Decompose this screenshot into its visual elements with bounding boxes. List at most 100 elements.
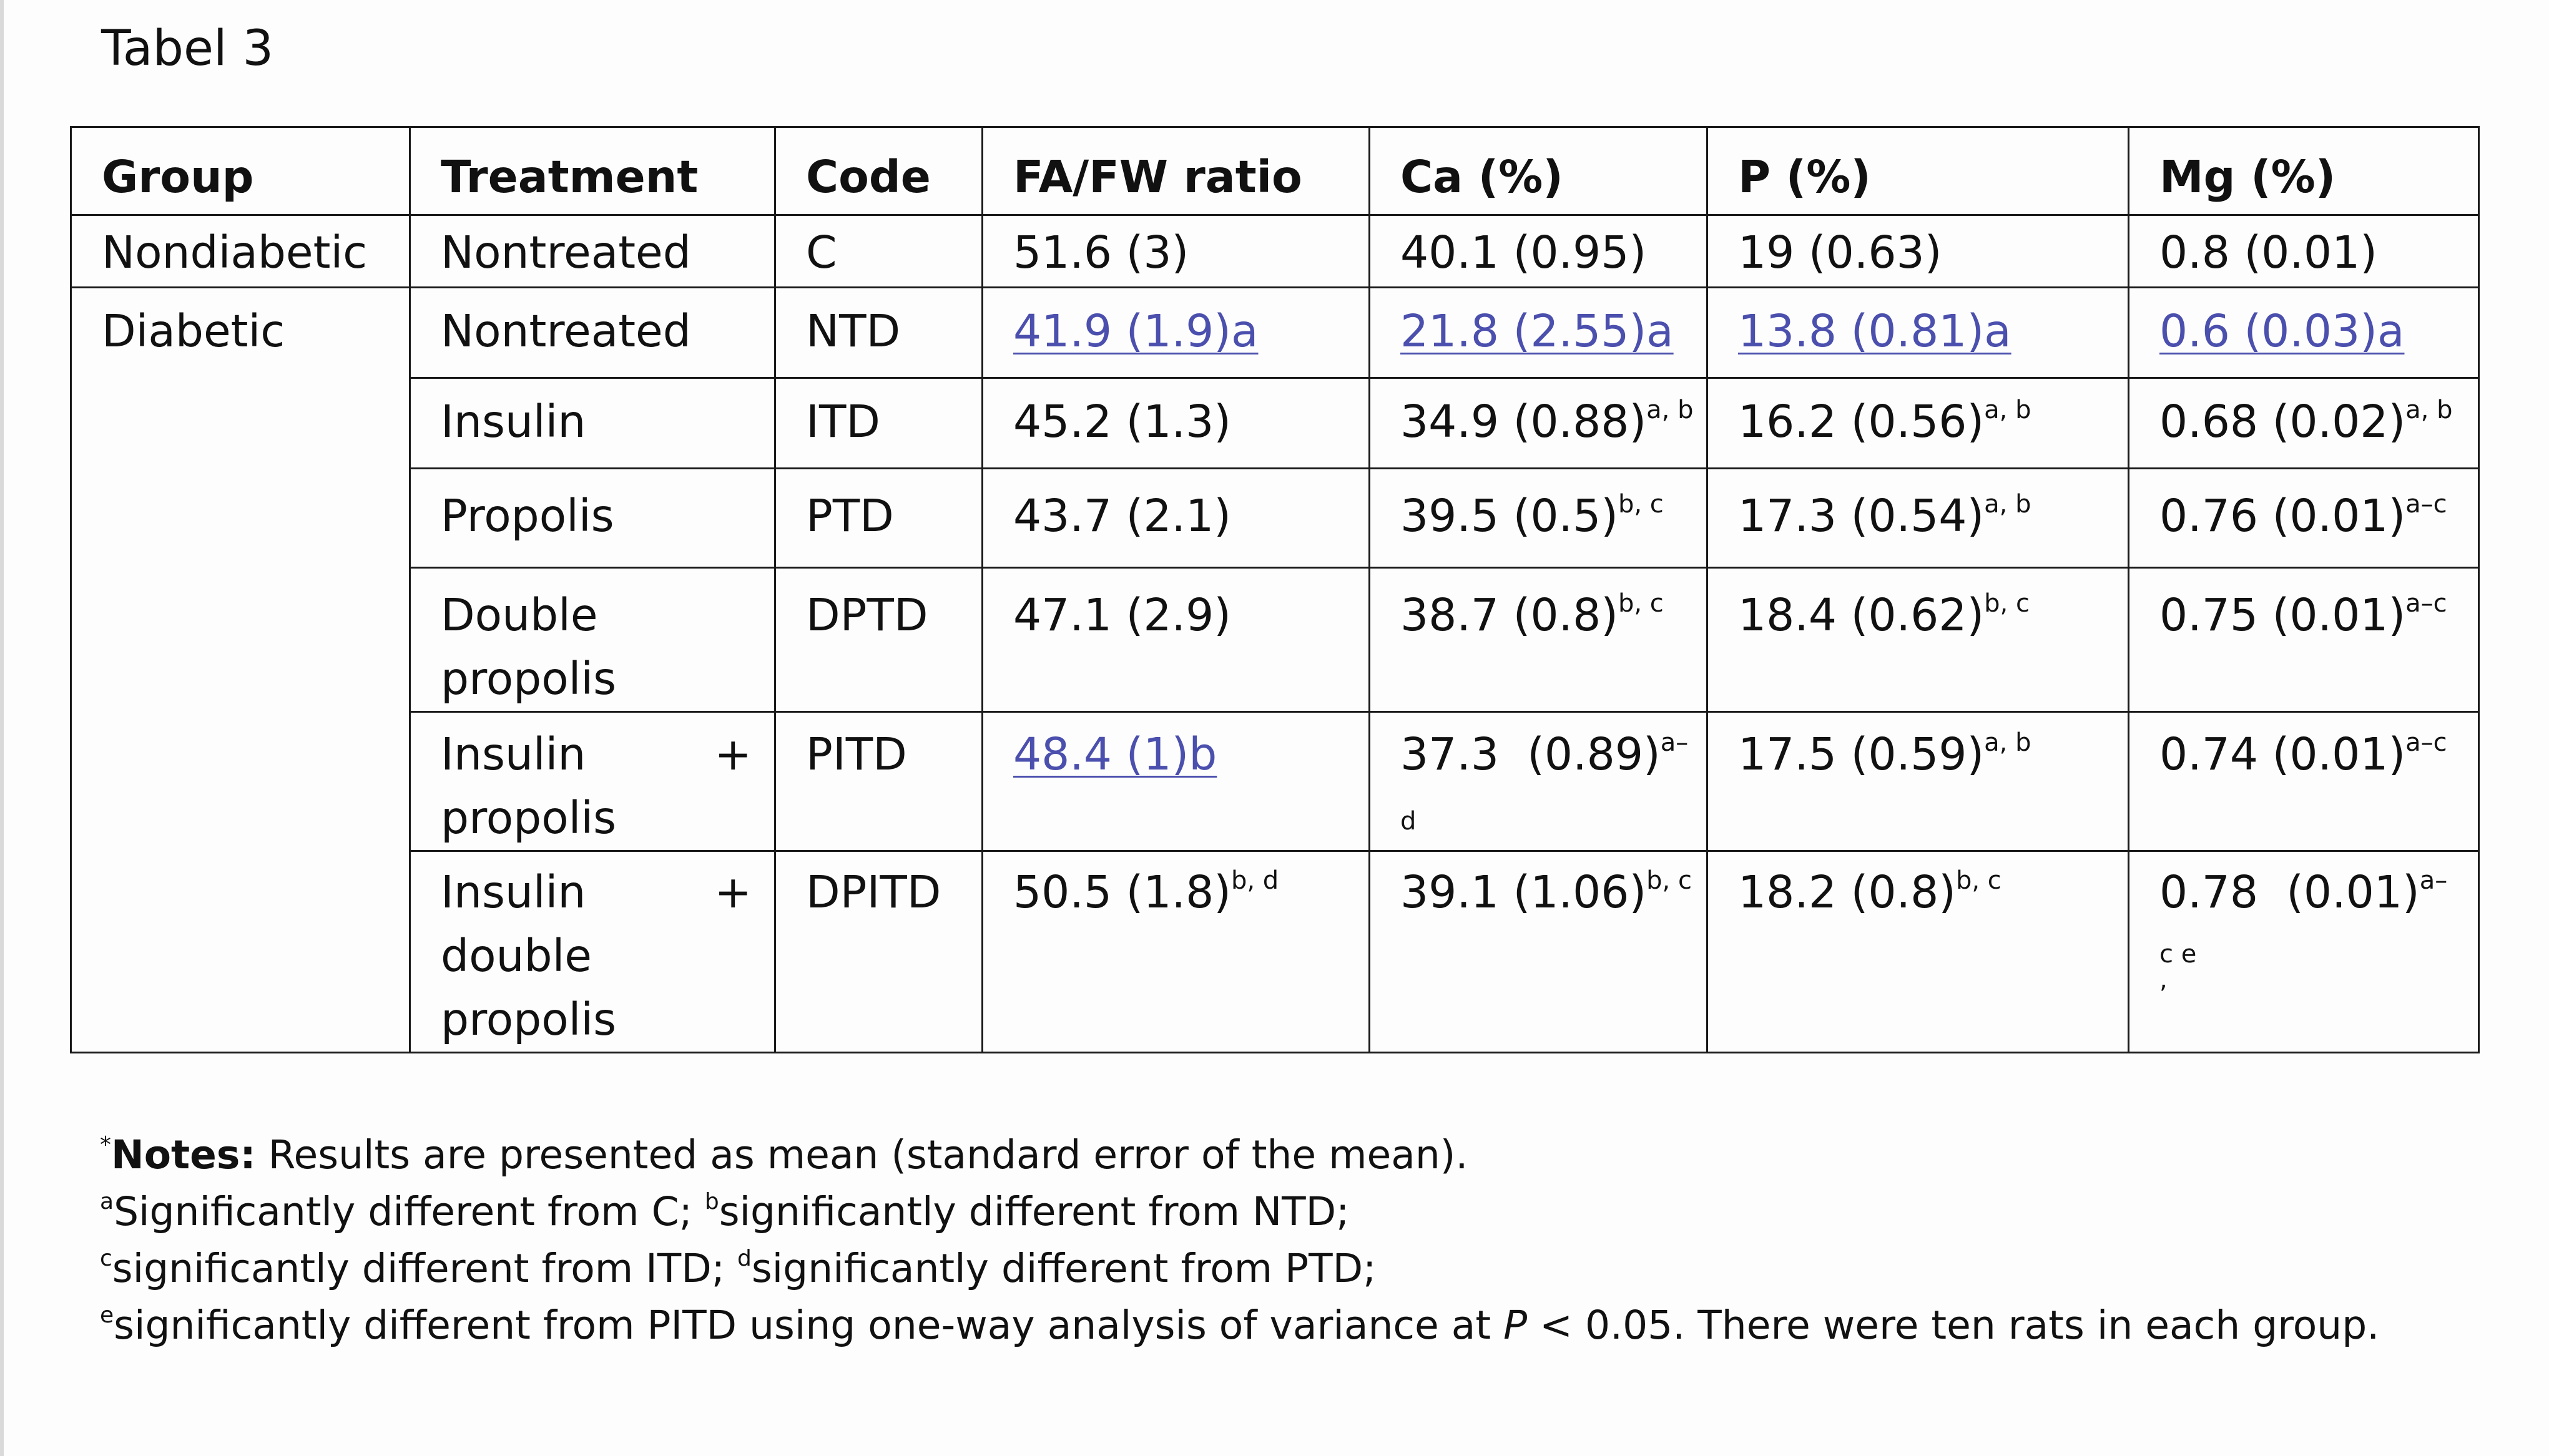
treatment-line: propolis bbox=[441, 994, 617, 1045]
fafw-cell: 50.5 (1.8)b, d bbox=[981, 850, 1370, 1053]
ca-value: 37.3 (0.89) bbox=[1400, 728, 1661, 780]
mg-superscript: a–c bbox=[2405, 490, 2447, 519]
ca-superscript-cont: d bbox=[1400, 807, 1417, 836]
note-mark: d bbox=[737, 1246, 752, 1271]
fafw-link[interactable]: 41.9 (1.9)a bbox=[1013, 305, 1259, 357]
ca-line: 37.3 (0.89)a– bbox=[1400, 723, 1706, 786]
fafw-cell: 47.1 (2.9) bbox=[981, 567, 1370, 713]
code-cell: C bbox=[774, 214, 983, 288]
notes-text: significantly different from PTD; bbox=[751, 1246, 1377, 1291]
code-cell: NTD bbox=[774, 286, 983, 379]
mg-value: 0.75 (0.01) bbox=[2159, 589, 2406, 641]
p-superscript: b, c bbox=[1955, 866, 2001, 895]
treatment-cell: Insulin bbox=[409, 377, 776, 469]
fafw-superscript: b, d bbox=[1230, 866, 1279, 895]
notes-text: significantly different from PITD using … bbox=[114, 1302, 1504, 1348]
p-cell: 17.3 (0.54)a, b bbox=[1706, 467, 2129, 569]
p-cell: 13.8 (0.81)a bbox=[1706, 286, 2129, 379]
ca-superscript: b, c bbox=[1618, 490, 1664, 519]
p-superscript: b, c bbox=[1984, 589, 2030, 618]
treatment-cell: Propolis bbox=[409, 467, 776, 569]
code-cell: ITD bbox=[774, 377, 983, 469]
table-caption: Tabel 3 bbox=[101, 21, 274, 77]
header-treatment: Treatment bbox=[409, 126, 776, 216]
header-fafw-ratio: FA/FW ratio bbox=[981, 126, 1370, 216]
p-superscript: a, b bbox=[1984, 490, 2031, 519]
fafw-cell: 51.6 (3) bbox=[981, 214, 1370, 288]
ca-value: 38.7 (0.8) bbox=[1400, 589, 1618, 641]
plus-sign: + bbox=[714, 728, 752, 780]
treatment-line: propolis bbox=[441, 653, 617, 705]
ca-cell: 39.5 (0.5)b, c bbox=[1368, 467, 1708, 569]
ca-cell: 34.9 (0.88)a, b bbox=[1368, 377, 1708, 469]
treatment-cell: Nontreated bbox=[409, 286, 776, 379]
note-mark: e bbox=[100, 1302, 114, 1328]
treatment-word: Insulin bbox=[441, 866, 586, 918]
ca-superscript: b, c bbox=[1618, 589, 1664, 618]
treatment-cell: Nontreated bbox=[409, 214, 776, 288]
ca-superscript: a, b bbox=[1646, 396, 1694, 424]
table-row: Insulin + double propolis DPITD 50.5 (1.8… bbox=[71, 850, 2480, 1053]
table-row: Diabetic Nontreated NTD 41.9 (1.9)a 21.8… bbox=[70, 286, 2480, 1053]
header-code: Code bbox=[774, 126, 983, 216]
p-cell: 19 (0.63) bbox=[1706, 214, 2129, 288]
mg-superscript: a, b bbox=[2405, 396, 2453, 424]
mg-superscript: a–c bbox=[2405, 589, 2447, 618]
treatment-cell: Insulin + propolis bbox=[409, 711, 776, 852]
code-cell: DPITD bbox=[774, 850, 983, 1053]
treatment-cell: Insulin + double propolis bbox=[409, 850, 776, 1053]
treatment-line: propolis bbox=[441, 792, 617, 844]
mg-link[interactable]: 0.6 (0.03)a bbox=[2159, 305, 2405, 357]
code-cell: PTD bbox=[774, 467, 983, 569]
ca-value: 39.5 (0.5) bbox=[1400, 490, 1618, 542]
ca-cell: 37.3 (0.89)a– d bbox=[1368, 711, 1708, 852]
code-cell: DPTD bbox=[774, 567, 983, 713]
ca-link[interactable]: 21.8 (2.55)a bbox=[1400, 305, 1674, 357]
treatment-line: double bbox=[441, 930, 592, 982]
mg-cell: 0.74 (0.01)a–c bbox=[2128, 711, 2480, 852]
mg-superscript: a– bbox=[2419, 866, 2448, 895]
ca-cell: 40.1 (0.95) bbox=[1368, 214, 1708, 288]
p-link[interactable]: 13.8 (0.81)a bbox=[1738, 305, 2011, 357]
notes-line: esignificantly different from PITD using… bbox=[100, 1297, 2379, 1354]
code-cell: PITD bbox=[774, 711, 983, 852]
ca-cell: 21.8 (2.55)a bbox=[1368, 286, 1708, 379]
notes-text: Results are presented as mean (standard … bbox=[255, 1132, 1468, 1178]
fafw-link[interactable]: 48.4 (1)b bbox=[1013, 728, 1217, 780]
ca-value: 34.9 (0.88) bbox=[1400, 396, 1647, 447]
notes-p-italic: P bbox=[1503, 1302, 1528, 1348]
treatment-line: Insulin + bbox=[441, 723, 774, 786]
table-row: Double propolis DPTD 47.1 (2.9) 38.7 (0.8… bbox=[71, 567, 2480, 713]
ca-superscript: a– bbox=[1660, 728, 1689, 757]
table-row: Nondiabetic Nontreated C 51.6 (3) 40.1 (… bbox=[70, 214, 2480, 288]
mg-value: 0.76 (0.01) bbox=[2159, 490, 2406, 542]
note-mark: a bbox=[100, 1189, 114, 1214]
mg-value: 0.68 (0.02) bbox=[2159, 396, 2406, 447]
table-header-row: Group Treatment Code FA/FW ratio Ca (%) … bbox=[70, 126, 2480, 216]
mg-superscript-cont: c e bbox=[2159, 940, 2197, 969]
mg-cell: 0.78 (0.01)a– c e, bbox=[2128, 850, 2480, 1053]
header-mg: Mg (%) bbox=[2128, 126, 2480, 216]
fafw-cell: 45.2 (1.3) bbox=[981, 377, 1370, 469]
p-cell: 18.2 (0.8)b, c bbox=[1706, 850, 2129, 1053]
notes-line: *Notes: Results are presented as mean (s… bbox=[100, 1126, 2379, 1183]
p-value: 17.5 (0.59) bbox=[1738, 728, 1985, 780]
mg-value: 0.74 (0.01) bbox=[2159, 728, 2406, 780]
treatment-word: Insulin bbox=[441, 728, 586, 780]
notes-label: Notes: bbox=[111, 1132, 256, 1178]
p-superscript: a, b bbox=[1984, 728, 2031, 757]
mg-cell: 0.8 (0.01) bbox=[2128, 214, 2480, 288]
table-row: Propolis PTD 43.7 (2.1) 39.5 (0.5)b, c 1… bbox=[71, 467, 2480, 569]
treatment-line: Insulin + bbox=[441, 861, 774, 924]
table-notes: *Notes: Results are presented as mean (s… bbox=[100, 1126, 2379, 1354]
mg-superscript-comma: , bbox=[2159, 965, 2168, 995]
group-cell: Diabetic bbox=[70, 286, 411, 1053]
note-mark: b bbox=[704, 1189, 719, 1214]
p-cell: 18.4 (0.62)b, c bbox=[1706, 567, 2129, 713]
mg-value: 0.78 (0.01) bbox=[2159, 866, 2420, 918]
notes-text: < 0.05. There were ten rats in each grou… bbox=[1527, 1302, 2380, 1348]
p-value: 17.3 (0.54) bbox=[1738, 490, 1985, 542]
ca-value: 39.1 (1.06) bbox=[1400, 866, 1647, 918]
p-value: 16.2 (0.56) bbox=[1738, 396, 1985, 447]
mg-cell: 0.75 (0.01)a–c bbox=[2128, 567, 2480, 713]
